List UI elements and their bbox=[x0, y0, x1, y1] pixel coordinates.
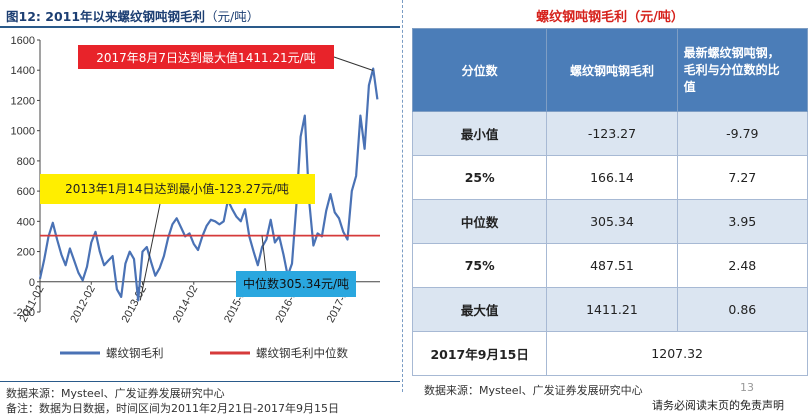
row-ratio: 7.27 bbox=[676, 155, 809, 200]
table-header-row: 分位数 螺纹钢吨钢毛利 最新螺纹钢吨钢， 毛利与分位数的比值 bbox=[411, 28, 809, 112]
table-row: 25% 166.14 7.27 bbox=[411, 155, 809, 200]
x-tick-label: 2012-02 bbox=[68, 284, 98, 325]
chart-series bbox=[38, 67, 380, 302]
col-header-margin: 螺纹钢吨钢毛利 bbox=[546, 28, 678, 112]
source-rule bbox=[0, 381, 400, 382]
y-tick-label: -200 bbox=[13, 307, 35, 319]
table-row: 75% 487.51 2.48 bbox=[411, 243, 809, 288]
chart-note: 备注：数据为日数据，时间区间为2011年2月21日-2017年9月15日 bbox=[6, 402, 339, 415]
row-ratio: 0.86 bbox=[676, 287, 809, 332]
y-tick-label: 600 bbox=[17, 186, 35, 198]
row-label: 75% bbox=[411, 243, 548, 288]
y-tick-label: 800 bbox=[17, 156, 35, 168]
page-number: 13 bbox=[740, 381, 754, 394]
stats-table: 分位数 螺纹钢吨钢毛利 最新螺纹钢吨钢， 毛利与分位数的比值 最小值 -123.2… bbox=[411, 28, 809, 376]
x-tick-label: 2014-02 bbox=[171, 284, 201, 325]
chart-source: 数据来源：Mysteel、广发证券发展研究中心 bbox=[6, 387, 225, 400]
y-tick-label: 1200 bbox=[11, 95, 35, 107]
y-tick-label: 0 bbox=[29, 277, 35, 289]
disclaimer: 请务必阅读末页的免责声明 bbox=[652, 399, 784, 412]
y-tick-label: 400 bbox=[17, 216, 35, 228]
chart-annotations: 2017年8月7日达到最大值1411.21元/吨 2013年1月14日达到最小值-… bbox=[40, 45, 374, 301]
min-annotation-text: 2013年1月14日达到最小值-123.27元/吨 bbox=[65, 181, 289, 196]
y-tick-label: 1600 bbox=[11, 35, 35, 47]
title-rule bbox=[0, 26, 400, 28]
col-header-ratio: 最新螺纹钢吨钢， 毛利与分位数的比值 bbox=[676, 28, 809, 112]
chart-legend: 螺纹钢毛利 螺纹钢毛利中位数 bbox=[60, 346, 348, 360]
legend-label-margin: 螺纹钢毛利 bbox=[106, 346, 164, 360]
row-label: 最小值 bbox=[411, 111, 548, 156]
max-annotation-arrow bbox=[333, 56, 374, 72]
min-annotation-box bbox=[40, 174, 315, 204]
median-annotation-text: 中位数305.34元/吨 bbox=[243, 276, 349, 291]
y-tick-label: 1000 bbox=[11, 126, 35, 138]
row-ratio: 2.48 bbox=[676, 243, 809, 288]
row-label: 最大值 bbox=[411, 287, 548, 332]
figure-title: 图12: 2011年以来螺纹钢吨钢毛利（元/吨） bbox=[6, 9, 260, 24]
table-row-latest: 2017年9月15日 1207.32 bbox=[411, 331, 808, 376]
row-value: -123.27 bbox=[546, 111, 678, 156]
legend-label-median: 螺纹钢毛利中位数 bbox=[256, 346, 348, 360]
row-value: 166.14 bbox=[546, 155, 678, 200]
row-ratio: 3.95 bbox=[676, 199, 809, 244]
table-source: 数据来源：Mysteel、广发证券发展研究中心 bbox=[424, 384, 643, 397]
table-row: 最小值 -123.27 -9.79 bbox=[411, 111, 809, 156]
table-row: 中位数 305.34 3.95 bbox=[411, 199, 809, 244]
max-annotation-text: 2017年8月7日达到最大值1411.21元/吨 bbox=[96, 50, 315, 65]
col-header-quantile: 分位数 bbox=[411, 28, 548, 112]
row-value: 487.51 bbox=[546, 243, 678, 288]
y-tick-label: 200 bbox=[17, 247, 35, 259]
max-annotation-box bbox=[78, 45, 334, 69]
row-label: 25% bbox=[411, 155, 548, 200]
min-annotation-arrow bbox=[139, 203, 161, 301]
latest-value: 1207.32 bbox=[546, 331, 808, 376]
panel-divider bbox=[402, 0, 403, 392]
latest-date: 2017年9月15日 bbox=[411, 331, 548, 376]
row-value: 1411.21 bbox=[546, 287, 678, 332]
median-annotation-box bbox=[236, 271, 356, 297]
row-value: 305.34 bbox=[546, 199, 678, 244]
x-tick-label: 2013-02 bbox=[120, 284, 150, 325]
row-label: 中位数 bbox=[411, 199, 548, 244]
y-tick-label: 1400 bbox=[11, 65, 35, 77]
table-row: 最大值 1411.21 0.86 bbox=[411, 287, 809, 332]
line-chart: -200020040060080010001200140016002011-02… bbox=[11, 35, 380, 360]
median-annotation-arrow bbox=[261, 235, 267, 272]
table-title: 螺纹钢吨钢毛利（元/吨） bbox=[536, 10, 684, 25]
row-ratio: -9.79 bbox=[676, 111, 809, 156]
